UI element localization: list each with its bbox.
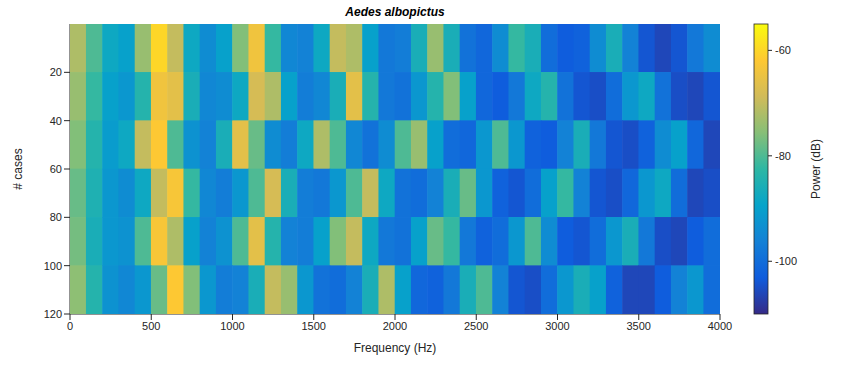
svg-text:1500: 1500 [302,320,326,332]
svg-text:80: 80 [50,211,62,223]
svg-text:2500: 2500 [464,320,488,332]
svg-text:0: 0 [67,320,73,332]
svg-text:1000: 1000 [220,320,244,332]
svg-text:-100: -100 [775,255,797,267]
svg-text:40: 40 [50,115,62,127]
svg-text:-80: -80 [775,150,791,162]
svg-text:Power (dB): Power (dB) [809,139,823,199]
svg-text:Frequency (Hz): Frequency (Hz) [354,341,437,355]
svg-text:2000: 2000 [383,320,407,332]
svg-text:120: 120 [44,308,62,320]
svg-text:-60: -60 [775,44,791,56]
html-text:Aedes albopictus: Aedes albopictus [345,5,445,19]
svg-text:# cases: # cases [11,148,25,189]
svg-text:100: 100 [44,260,62,272]
svg-text:3500: 3500 [627,320,651,332]
svg-text:4000: 4000 [708,320,732,332]
svg-text:20: 20 [50,66,62,78]
svg-text:60: 60 [50,163,62,175]
svg-text:500: 500 [142,320,160,332]
svg-text:3000: 3000 [545,320,569,332]
